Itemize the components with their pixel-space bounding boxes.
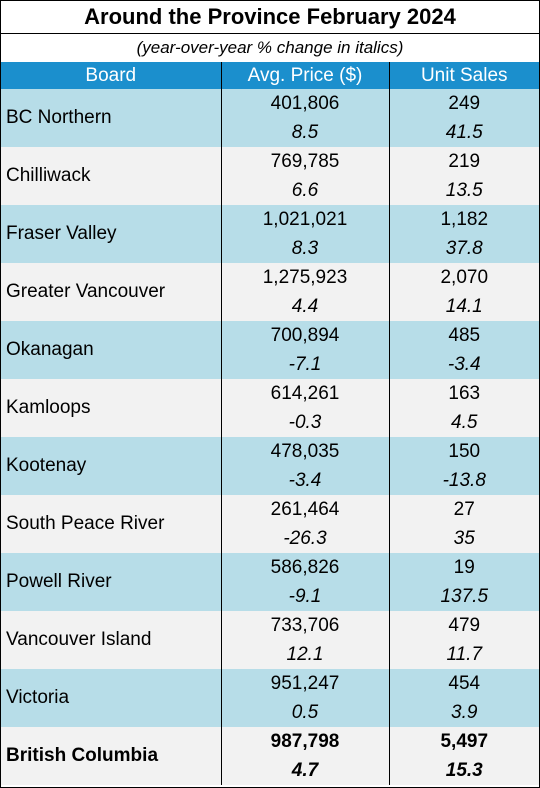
avg-price-value: 478,035 [220,437,389,466]
table-row-change: 4.4 14.1 [1,292,539,321]
avg-price-value: 769,785 [220,147,389,176]
unit-sales-value: 27 [388,495,539,524]
board-name: Kamloops [1,379,221,437]
avg-price-change: 4.7 [220,756,389,785]
avg-price-change: 6.6 [220,176,389,205]
header-row: Board Avg. Price ($) Unit Sales [1,62,539,89]
table-row: Greater Vancouver 1,275,923 2,070 [1,263,539,321]
unit-sales-change: 11.7 [388,640,539,669]
table-row: South Peace River 261,464 27 [1,495,539,553]
table-row-change: 8.5 41.5 [1,118,539,147]
board-name: Chilliwack [1,147,221,205]
table-title: Around the Province February 2024 [1,1,539,34]
header-avg-price: Avg. Price ($) [220,62,389,89]
avg-price-change: -3.4 [220,466,389,495]
avg-price-value: 987,798 [220,727,389,756]
board-name: Victoria [1,669,221,727]
table-row: Powell River 586,826 19 [1,553,539,611]
table-row: BC Northern 401,806 249 [1,89,539,147]
avg-price-change: -0.3 [220,408,389,437]
avg-price-change: -26.3 [220,524,389,553]
table-row: Chilliwack 769,785 219 [1,147,539,205]
board-name: Greater Vancouver [1,263,221,321]
unit-sales-value: 163 [388,379,539,408]
table-row: Vancouver Island 733,706 479 [1,611,539,669]
avg-price-value: 261,464 [220,495,389,524]
avg-price-value: 733,706 [220,611,389,640]
table-row-change: -7.1 -3.4 [1,350,539,379]
avg-price-value: 401,806 [220,89,389,118]
avg-price-change: -7.1 [220,350,389,379]
board-name: Vancouver Island [1,611,221,669]
table-row: British Columbia 987,798 5,497 [1,727,539,785]
unit-sales-value: 2,070 [388,263,539,292]
table-row: Victoria 951,247 454 [1,669,539,727]
table-row-change: -9.1 137.5 [1,582,539,611]
table-row: Kamloops 614,261 163 [1,379,539,437]
avg-price-value: 586,826 [220,553,389,582]
table-row: Kootenay 478,035 150 [1,437,539,495]
table-body: BC Northern 401,806 249 8.5 41.5 Chilliwack 76… [1,89,539,785]
unit-sales-change: 3.9 [388,698,539,727]
table-row-change: 4.7 15.3 [1,756,539,785]
avg-price-change: 8.3 [220,234,389,263]
unit-sales-change: 35 [388,524,539,553]
unit-sales-value: 19 [388,553,539,582]
unit-sales-change: -13.8 [388,466,539,495]
table-row-change: 0.5 3.9 [1,698,539,727]
unit-sales-value: 454 [388,669,539,698]
header-unit-sales: Unit Sales [388,62,539,89]
unit-sales-change: 14.1 [388,292,539,321]
avg-price-value: 1,275,923 [220,263,389,292]
unit-sales-change: 4.5 [388,408,539,437]
table-row-change: -3.4 -13.8 [1,466,539,495]
unit-sales-value: 219 [388,147,539,176]
avg-price-change: 4.4 [220,292,389,321]
unit-sales-change: -3.4 [388,350,539,379]
table-row-change: 6.6 13.5 [1,176,539,205]
unit-sales-value: 150 [388,437,539,466]
unit-sales-value: 479 [388,611,539,640]
avg-price-change: 0.5 [220,698,389,727]
unit-sales-value: 5,497 [388,727,539,756]
avg-price-value: 951,247 [220,669,389,698]
board-name: Fraser Valley [1,205,221,263]
table-row: Okanagan 700,894 485 [1,321,539,379]
unit-sales-change: 13.5 [388,176,539,205]
unit-sales-change: 41.5 [388,118,539,147]
avg-price-change: 8.5 [220,118,389,147]
table-row-change: -0.3 4.5 [1,408,539,437]
header-board: Board [1,62,221,89]
unit-sales-value: 485 [388,321,539,350]
avg-price-value: 700,894 [220,321,389,350]
table-row: Fraser Valley 1,021,021 1,182 [1,205,539,263]
unit-sales-value: 1,182 [388,205,539,234]
table-subtitle: (year-over-year % change in italics) [136,38,404,57]
board-name: British Columbia [1,727,221,785]
unit-sales-change: 137.5 [388,582,539,611]
table-row-change: 8.3 37.8 [1,234,539,263]
unit-sales-change: 15.3 [388,756,539,785]
board-name: Okanagan [1,321,221,379]
board-name: BC Northern [1,89,221,147]
table-row-change: 12.1 11.7 [1,640,539,669]
avg-price-value: 1,021,021 [220,205,389,234]
avg-price-change: 12.1 [220,640,389,669]
board-name: Powell River [1,553,221,611]
unit-sales-change: 37.8 [388,234,539,263]
table-row-change: -26.3 35 [1,524,539,553]
board-name: Kootenay [1,437,221,495]
province-stats-table: Board Avg. Price ($) Unit Sales BC North… [1,62,539,785]
board-name: South Peace River [1,495,221,553]
unit-sales-value: 249 [388,89,539,118]
avg-price-change: -9.1 [220,582,389,611]
avg-price-value: 614,261 [220,379,389,408]
